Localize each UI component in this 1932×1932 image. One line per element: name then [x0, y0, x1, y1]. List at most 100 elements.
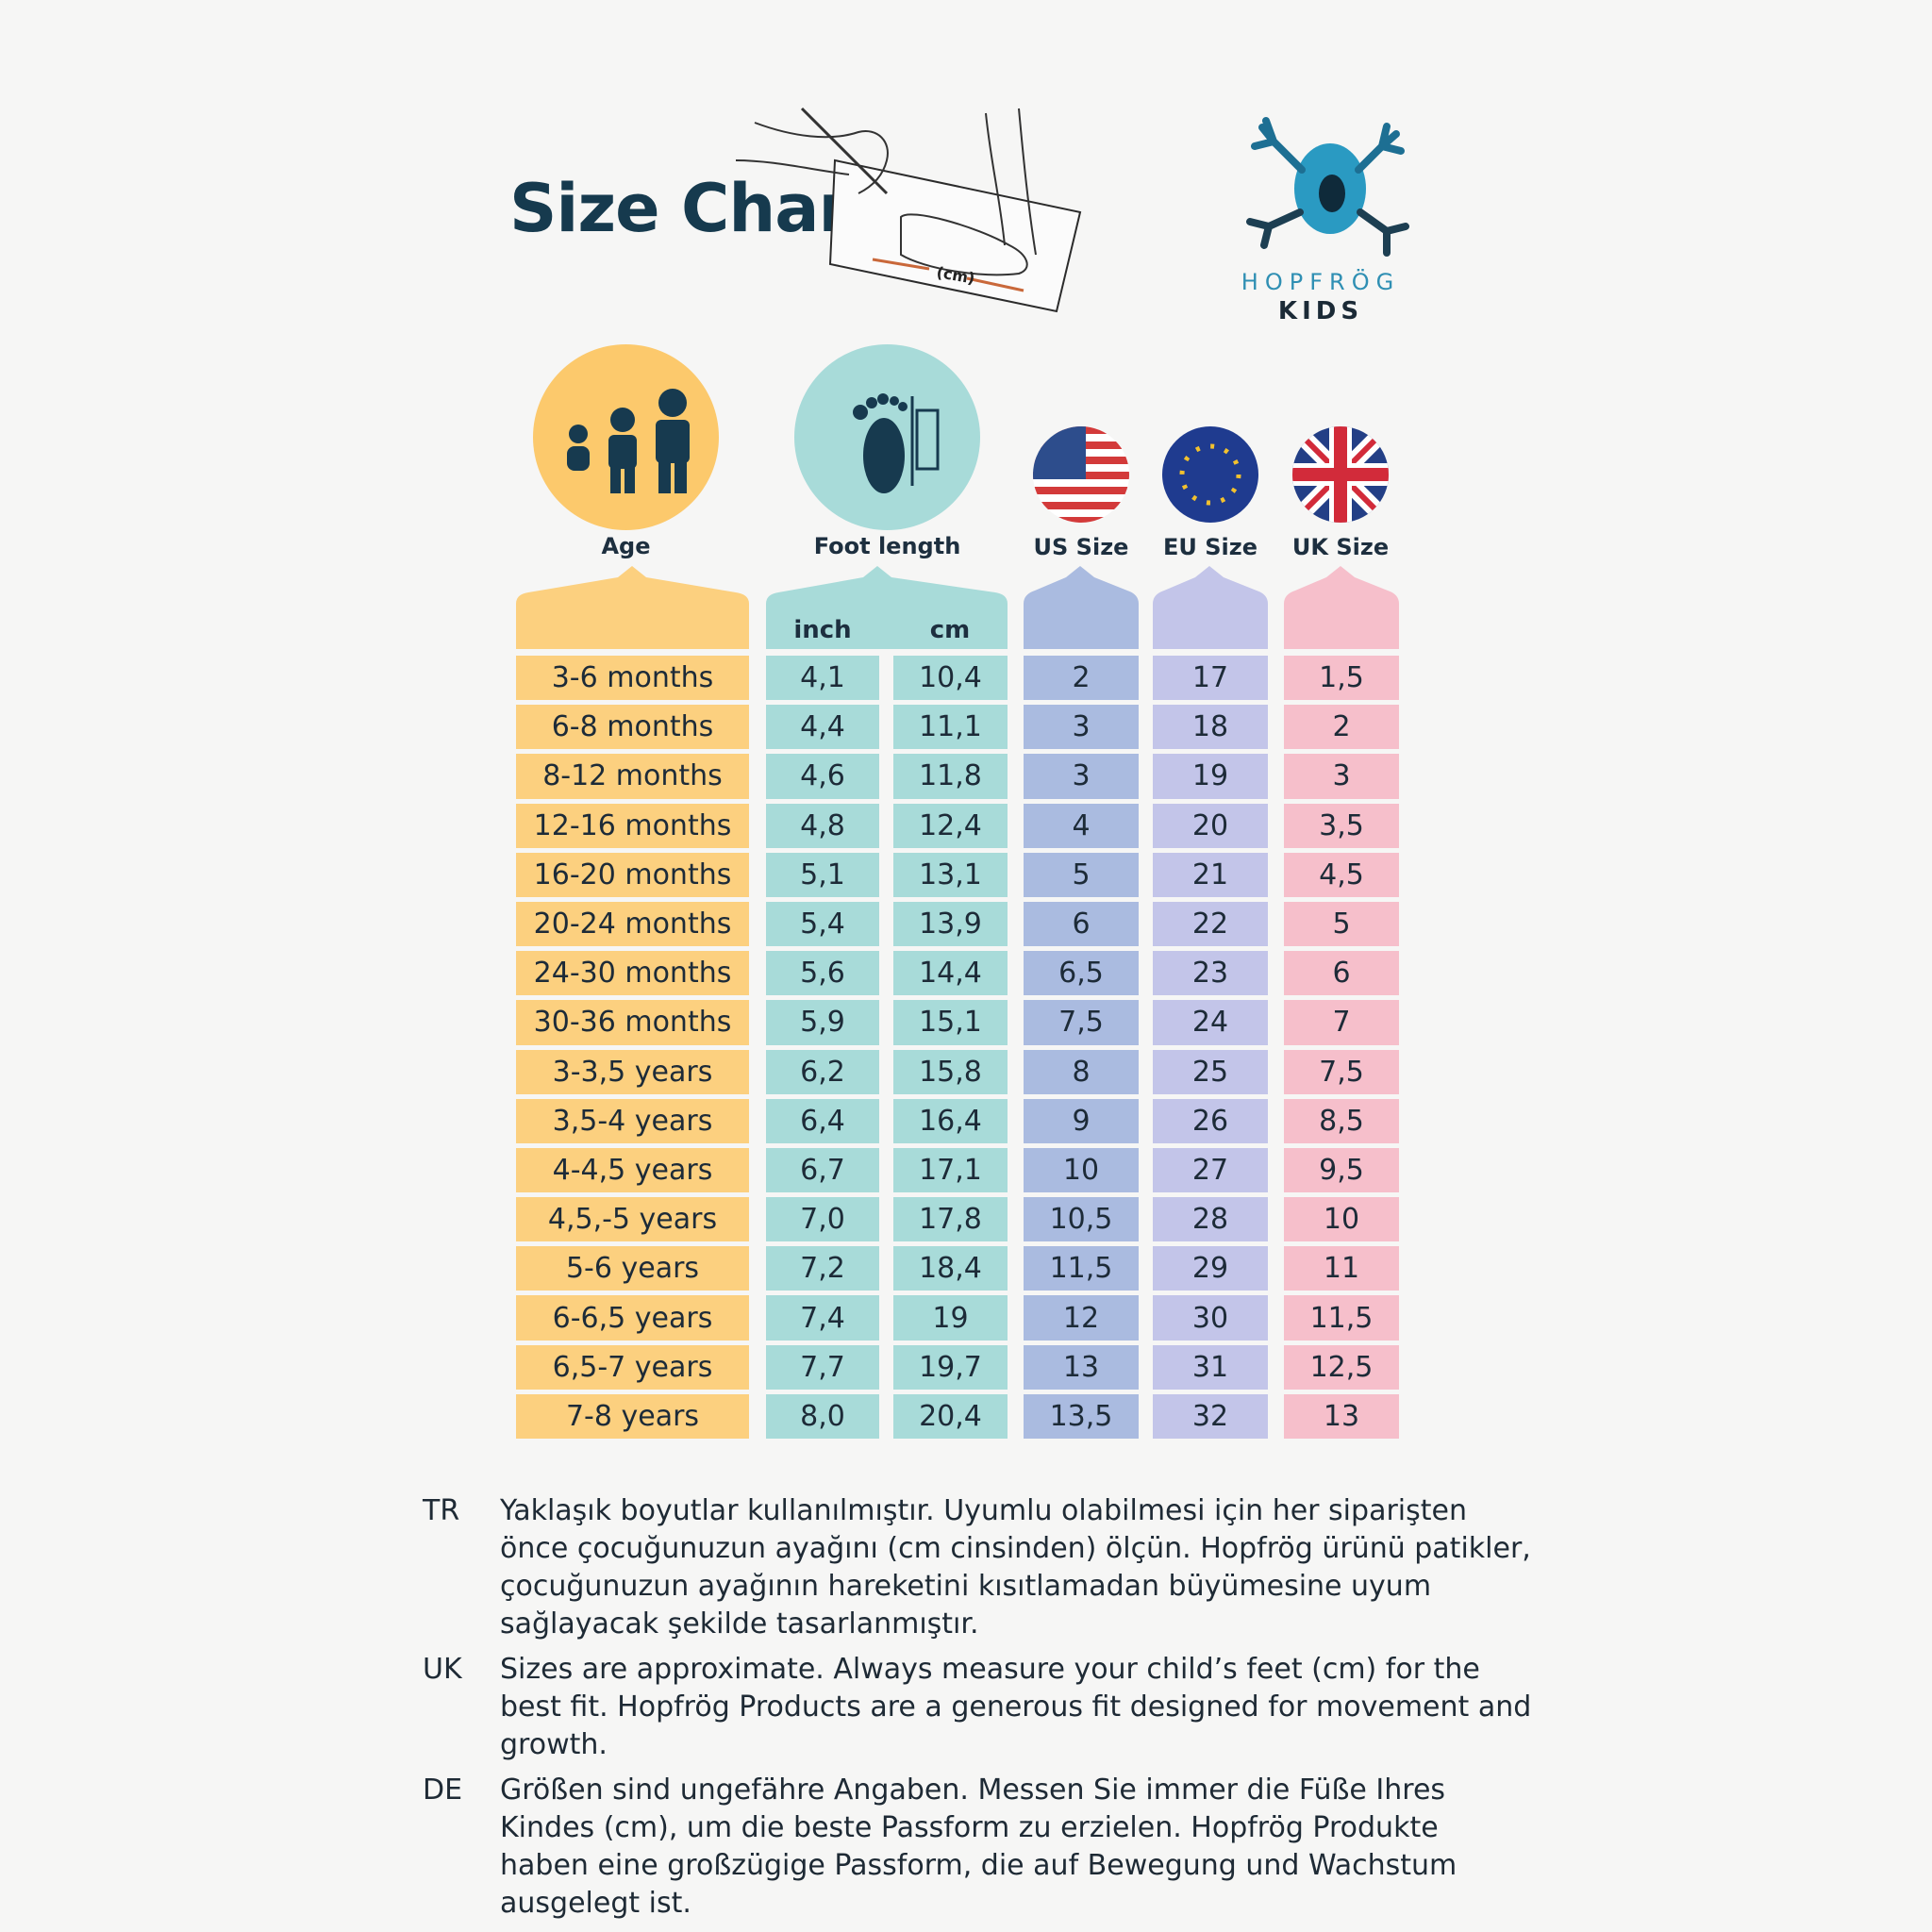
note-text: Sizes are approximate. Always measure yo…	[500, 1653, 1532, 1761]
table-cell-age: 30-36 months	[516, 1000, 749, 1045]
page-title: Size Chart	[509, 170, 881, 247]
table-cell-uk: 8,5	[1284, 1098, 1399, 1143]
table-cell-us: 2	[1024, 656, 1139, 701]
brand-block: HOPFRÖG KIDS	[1226, 269, 1415, 325]
table-cell-age: 12-16 months	[516, 803, 749, 848]
table-cell-cm: 11,1	[893, 705, 1008, 750]
table-cell-us: 10,5	[1024, 1197, 1139, 1242]
table-cell-age: 16-20 months	[516, 852, 749, 897]
table-cell-inch: 4,4	[766, 705, 879, 750]
frog-logo-icon	[1246, 117, 1409, 257]
note-code: DE	[423, 1774, 463, 1807]
table-cell-eu: 31	[1153, 1344, 1268, 1390]
table-cell-us: 8	[1024, 1049, 1139, 1094]
table-cell-inch: 6,2	[766, 1049, 879, 1094]
table-cell-inch: 4,8	[766, 803, 879, 848]
table-cell-eu: 21	[1153, 852, 1268, 897]
table-cell-uk: 7	[1284, 1000, 1399, 1045]
table-cell-cm: 13,1	[893, 852, 1008, 897]
inch-subheader: inch	[793, 616, 852, 644]
foot-icon-circle	[794, 344, 980, 530]
table-cell-uk: 1,5	[1284, 656, 1399, 701]
table-cell-uk: 5	[1284, 901, 1399, 947]
table-cell-inch: 5,4	[766, 901, 879, 947]
table-cell-us: 5	[1024, 852, 1139, 897]
table-cell-inch: 8,0	[766, 1393, 879, 1439]
table-cell-eu: 27	[1153, 1147, 1268, 1193]
table-cell-cm: 18,4	[893, 1246, 1008, 1291]
note-code: UK	[423, 1653, 462, 1686]
table-cell-us: 10	[1024, 1147, 1139, 1193]
table-cell-us: 6,5	[1024, 951, 1139, 996]
table-cell-uk: 9,5	[1284, 1147, 1399, 1193]
table-cell-cm: 17,1	[893, 1147, 1008, 1193]
table-cell-uk: 11	[1284, 1246, 1399, 1291]
table-cell-age: 4-4,5 years	[516, 1147, 749, 1193]
table-cell-eu: 17	[1153, 656, 1268, 701]
table-cell-eu: 32	[1153, 1393, 1268, 1439]
table-cell-eu: 28	[1153, 1197, 1268, 1242]
table-cell-uk: 10	[1284, 1197, 1399, 1242]
table-cell-inch: 7,2	[766, 1246, 879, 1291]
table-cell-uk: 12,5	[1284, 1344, 1399, 1390]
table-cell-eu: 24	[1153, 1000, 1268, 1045]
table-cell-inch: 7,4	[766, 1295, 879, 1341]
note-tr: TR Yaklaşık boyutlar kullanılmıştır. Uyu…	[423, 1492, 1536, 1643]
table-cell-age: 7-8 years	[516, 1393, 749, 1439]
table-cell-us: 12	[1024, 1295, 1139, 1341]
table-cell-us: 3	[1024, 754, 1139, 799]
table-cell-inch: 6,4	[766, 1098, 879, 1143]
table-cell-age: 20-24 months	[516, 901, 749, 947]
age-header: Age	[601, 533, 651, 559]
table-cell-cm: 14,4	[893, 951, 1008, 996]
table-cell-age: 3-6 months	[516, 656, 749, 701]
table-cell-eu: 29	[1153, 1246, 1268, 1291]
brand-sub: KIDS	[1277, 297, 1364, 325]
table-cell-us: 7,5	[1024, 1000, 1139, 1045]
table-cell-eu: 30	[1153, 1295, 1268, 1341]
table-cell-cm: 20,4	[893, 1393, 1008, 1439]
table-cell-cm: 19,7	[893, 1344, 1008, 1390]
table-cell-inch: 4,1	[766, 656, 879, 701]
table-cell-cm: 15,1	[893, 1000, 1008, 1045]
table-cell-cm: 10,4	[893, 656, 1008, 701]
table-cell-age: 4,5,-5 years	[516, 1197, 749, 1242]
table-cell-eu: 23	[1153, 951, 1268, 996]
foot-length-header: Foot length	[813, 533, 961, 559]
note-text: Yaklaşık boyutlar kullanılmıştır. Uyumlu…	[500, 1494, 1531, 1641]
table-cell-inch: 6,7	[766, 1147, 879, 1193]
table-cell-us: 4	[1024, 803, 1139, 848]
table-cell-age: 3,5-4 years	[516, 1098, 749, 1143]
table-cell-inch: 5,6	[766, 951, 879, 996]
note-code: TR	[423, 1494, 460, 1527]
table-cell-cm: 17,8	[893, 1197, 1008, 1242]
cm-subheader: cm	[929, 616, 971, 644]
table-cell-inch: 5,9	[766, 1000, 879, 1045]
table-cell-uk: 3,5	[1284, 803, 1399, 848]
note-uk: UK Sizes are approximate. Always measure…	[423, 1651, 1536, 1764]
age-icon-circle	[533, 344, 719, 530]
table-cell-age: 24-30 months	[516, 951, 749, 996]
table-cell-eu: 19	[1153, 754, 1268, 799]
table-cell-uk: 6	[1284, 951, 1399, 996]
table-cell-inch: 7,0	[766, 1197, 879, 1242]
table-cell-eu: 25	[1153, 1049, 1268, 1094]
table-cell-us: 11,5	[1024, 1246, 1139, 1291]
eu-size-header: EU Size	[1163, 534, 1257, 560]
table-cell-us: 3	[1024, 705, 1139, 750]
table-cell-age: 5-6 years	[516, 1246, 749, 1291]
table-cell-eu: 18	[1153, 705, 1268, 750]
table-cell-uk: 11,5	[1284, 1295, 1399, 1341]
table-cell-inch: 5,1	[766, 852, 879, 897]
measuring-foot-illustration: (cm)	[736, 107, 1082, 313]
table-cell-age: 6-8 months	[516, 705, 749, 750]
uk-size-header: UK Size	[1291, 534, 1390, 560]
table-cell-inch: 4,6	[766, 754, 879, 799]
table-cell-cm: 19	[893, 1295, 1008, 1341]
table-cell-cm: 11,8	[893, 754, 1008, 799]
note-de: DE Größen sind ungefähre Angaben. Messen…	[423, 1772, 1536, 1923]
table-cell-eu: 20	[1153, 803, 1268, 848]
table-cell-uk: 4,5	[1284, 852, 1399, 897]
table-cell-inch: 7,7	[766, 1344, 879, 1390]
table-cell-age: 6,5-7 years	[516, 1344, 749, 1390]
